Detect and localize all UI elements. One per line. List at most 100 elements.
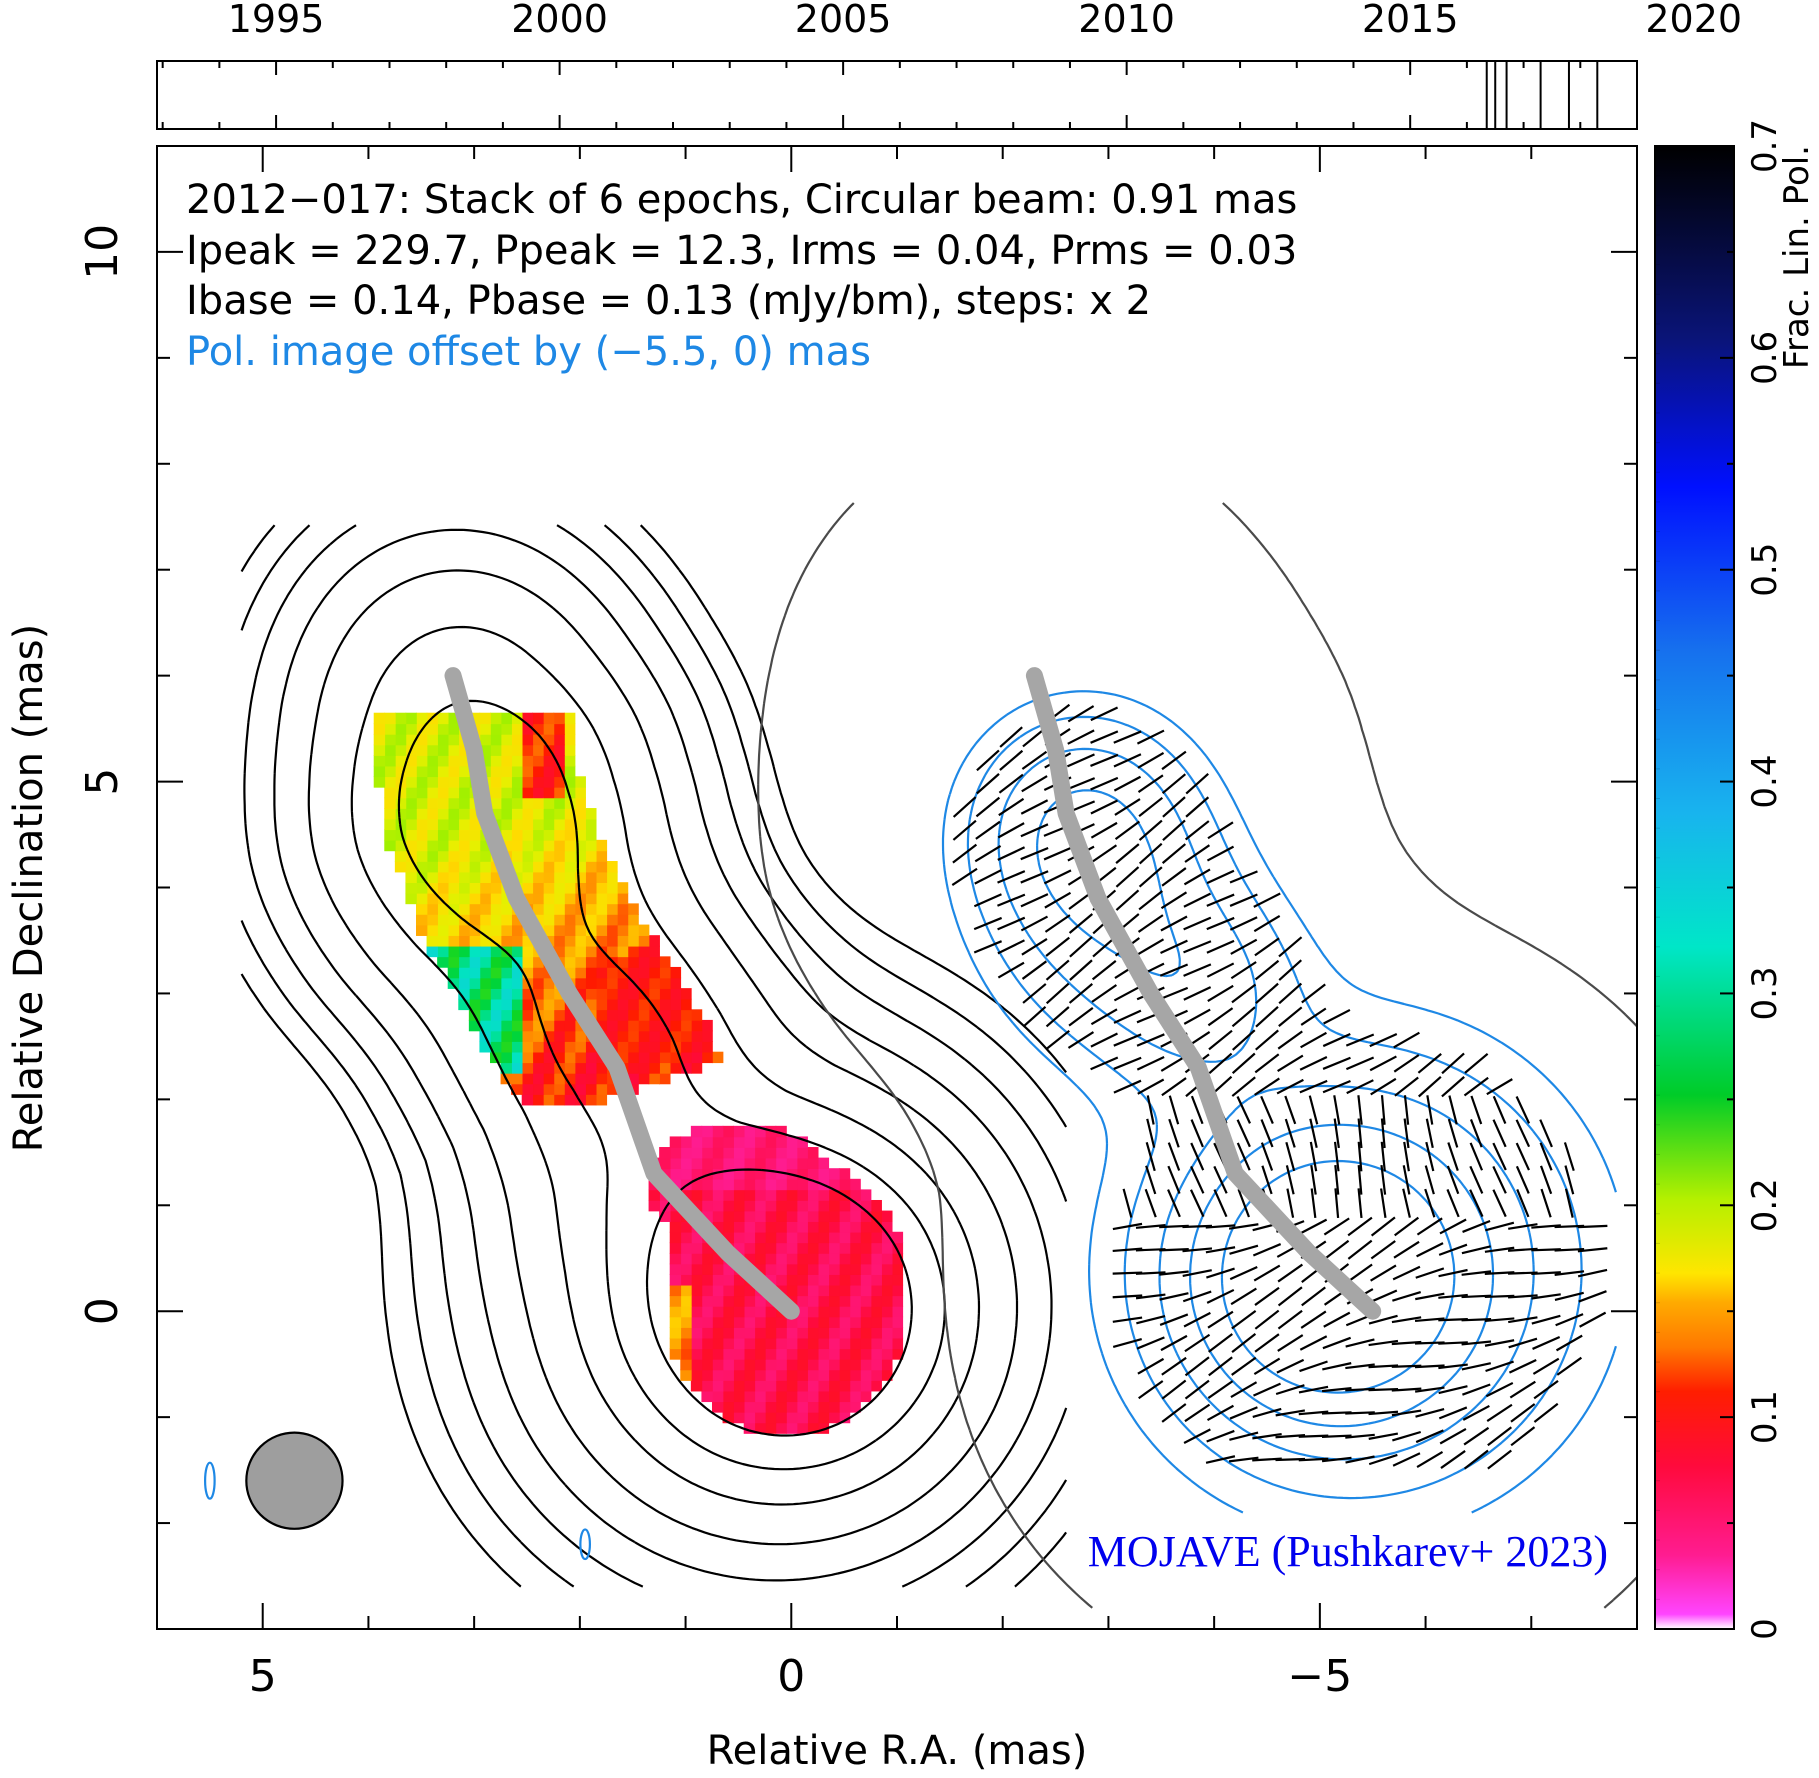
fp-pixel — [690, 1178, 703, 1191]
evpa-stick — [1415, 1292, 1445, 1301]
fp-pixel — [532, 998, 544, 1011]
fp-pixel — [595, 1083, 608, 1095]
fp-pixel — [468, 892, 481, 905]
fp-pixel — [447, 712, 460, 725]
evpa-stick — [1068, 983, 1093, 1004]
fp-pixel — [743, 1284, 756, 1297]
fp-pixel — [648, 1199, 660, 1212]
fp-pixel — [722, 1231, 734, 1244]
evpa-stick — [1113, 753, 1142, 768]
fp-pixel — [394, 839, 407, 852]
fp-pixel — [564, 882, 576, 894]
evpa-stick — [1113, 985, 1142, 1002]
evpa-stick — [1277, 1054, 1304, 1073]
fp-pixel — [437, 892, 449, 905]
fp-pixel — [479, 1041, 491, 1053]
fp-pixel — [468, 966, 481, 979]
fp-pixel — [849, 1189, 861, 1201]
fp-pixel — [490, 1009, 502, 1021]
fp-pixel — [384, 808, 396, 820]
fp-pixel — [838, 1252, 851, 1265]
fp-pixel — [775, 1189, 787, 1201]
fp-pixel — [743, 1221, 756, 1233]
evpa-stick — [998, 797, 1025, 817]
fp-pixel — [595, 1094, 608, 1106]
fp-pixel — [479, 839, 491, 852]
fp-pixel — [616, 935, 629, 947]
fp-pixel — [490, 733, 502, 746]
evpa-stick — [1113, 1009, 1142, 1024]
fp-pixel — [574, 786, 586, 799]
evpa-stick — [1183, 986, 1212, 1001]
fp-pixel — [437, 956, 449, 968]
fp-pixel — [511, 1009, 523, 1021]
fp-pixel — [458, 786, 470, 799]
evpa-stick — [1425, 1118, 1434, 1149]
evpa-stick — [1138, 1380, 1164, 1400]
fp-pixel — [701, 1041, 713, 1053]
evpa-stick — [1461, 1340, 1492, 1346]
fp-pixel — [807, 1210, 819, 1222]
fp-pixel — [416, 712, 428, 725]
fp-pixel — [891, 1327, 904, 1339]
fp-pixel — [553, 797, 565, 809]
fp-pixel — [500, 977, 512, 989]
evpa-stick — [974, 844, 1002, 863]
evpa-stick — [1308, 1095, 1319, 1125]
evpa-stick — [1441, 1076, 1465, 1098]
evpa-stick — [1252, 1407, 1282, 1418]
evpa-stick — [1230, 938, 1258, 955]
fp-pixel — [532, 733, 544, 746]
fp-pixel — [616, 882, 629, 894]
fp-pixel — [786, 1274, 798, 1286]
fp-pixel — [733, 1327, 745, 1339]
colorbar-tick-label: 0.7 — [1745, 119, 1785, 173]
evpa-stick — [1391, 1340, 1422, 1346]
fp-pixel — [447, 818, 460, 831]
fp-pixel — [479, 882, 491, 894]
fp-pixel — [733, 1411, 745, 1424]
evpa-stick — [1045, 936, 1070, 957]
fp-pixel — [722, 1125, 734, 1138]
fp-pixel — [511, 1051, 523, 1064]
fp-pixel — [511, 797, 523, 809]
fp-pixel — [458, 797, 470, 809]
evpa-stick — [1043, 846, 1072, 861]
evpa-stick — [1190, 1165, 1205, 1194]
fp-pixel — [595, 966, 608, 979]
fp-pixel — [648, 966, 660, 979]
fp-pixel — [500, 913, 512, 926]
y-tick-label: 10 — [77, 224, 128, 280]
fp-pixel — [881, 1316, 893, 1328]
fp-pixel — [511, 861, 523, 873]
fp-pixel — [690, 1009, 703, 1021]
fp-pixel — [585, 829, 597, 841]
fp-pixel — [838, 1295, 851, 1307]
fp-pixel — [468, 882, 481, 894]
evpa-stick — [1310, 1165, 1317, 1195]
colorbar-label: Frac. Lin. Pol. — [1777, 145, 1817, 369]
fp-pixel — [585, 1083, 597, 1095]
fp-pixel — [468, 818, 481, 831]
evpa-stick — [1554, 1224, 1585, 1229]
fp-pixel — [511, 712, 523, 725]
fp-pixel — [743, 1305, 756, 1318]
fp-pixel — [468, 829, 481, 841]
fp-pixel — [479, 977, 491, 989]
evpa-stick — [1415, 1408, 1445, 1418]
evpa-stick — [1184, 844, 1211, 863]
evpa-stick — [1231, 983, 1257, 1004]
fp-pixel — [437, 882, 449, 894]
fp-pixel — [669, 977, 682, 989]
fp-pixel — [447, 935, 460, 947]
fp-pixel — [553, 913, 565, 926]
fp-pixel — [733, 1316, 745, 1328]
fp-pixel — [701, 1390, 713, 1403]
evpa-stick — [1461, 1270, 1492, 1276]
fp-pixel — [828, 1401, 840, 1413]
evpa-stick — [1112, 1271, 1143, 1275]
fp-pixel — [722, 1358, 734, 1371]
evpa-stick — [1138, 842, 1163, 865]
fp-pixel — [701, 1252, 713, 1265]
fp-pixel — [627, 903, 639, 915]
